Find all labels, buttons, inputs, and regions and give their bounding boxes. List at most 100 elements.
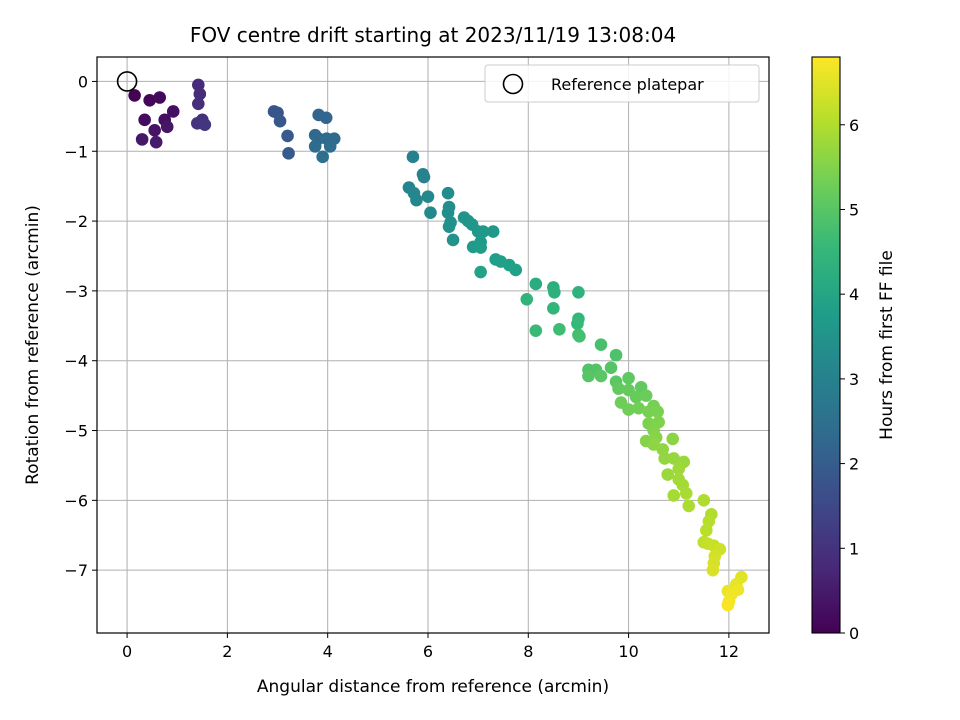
data-point: [548, 285, 561, 299]
data-point: [622, 371, 635, 385]
data-point: [609, 348, 623, 362]
data-point: [476, 225, 490, 238]
y-tick-label: −5: [64, 422, 88, 441]
data-point: [666, 432, 680, 446]
colorbar-ticks: 0 1 2 3 4 5 6: [840, 116, 859, 643]
data-point: [706, 563, 720, 577]
gridlines: [97, 57, 769, 633]
colorbar: 0 1 2 3 4 5 6 Hours from first FF file: [811, 56, 897, 643]
x-tick-label: 10: [618, 642, 638, 661]
data-point: [667, 452, 681, 465]
data-point: [700, 524, 713, 537]
colorbar-tick-label: 1: [849, 539, 859, 558]
y-tick-label: −2: [64, 212, 88, 231]
data-point: [441, 206, 455, 219]
data-point: [612, 382, 625, 395]
data-point: [594, 338, 608, 351]
data-point: [319, 111, 333, 125]
data-point: [474, 265, 487, 279]
data-point: [658, 452, 671, 465]
data-point: [679, 487, 693, 500]
data-point: [143, 93, 156, 107]
data-point: [642, 405, 655, 418]
data-point: [128, 89, 141, 102]
data-point: [149, 135, 163, 149]
x-axis-ticks: 0 2 4 6 8 10 12: [122, 633, 739, 661]
colorbar-tick-label: 5: [849, 200, 859, 219]
data-point: [667, 489, 681, 502]
data-point: [529, 277, 543, 291]
y-axis-ticks: 0 −1 −2 −3 −4 −5 −6 −7: [64, 72, 97, 580]
legend-box: [484, 64, 760, 103]
data-point: [442, 220, 456, 233]
x-tick-label: 4: [323, 642, 333, 661]
data-point: [632, 401, 645, 415]
data-point: [198, 118, 212, 132]
data-point: [308, 140, 322, 153]
y-tick-label: −3: [64, 282, 88, 301]
data-point: [571, 317, 584, 331]
data-point: [135, 133, 149, 146]
data-point: [604, 361, 618, 374]
data-point: [441, 186, 455, 200]
data-point: [138, 113, 151, 127]
data-point: [281, 129, 294, 143]
data-point: [661, 468, 674, 481]
colorbar-frame: [811, 56, 841, 634]
plot-area-frame: [96, 56, 770, 634]
x-tick-label: 12: [719, 642, 739, 661]
data-point: [582, 369, 595, 383]
data-point: [410, 193, 423, 207]
data-point: [639, 389, 653, 402]
data-point: [651, 405, 664, 418]
legend-entry-reference-platepar: Reference platepar: [551, 75, 704, 94]
data-point: [682, 499, 696, 513]
x-tick-label: 6: [423, 642, 433, 661]
data-point: [446, 233, 460, 247]
data-point: [629, 390, 643, 404]
data-point: [520, 292, 534, 306]
colorbar-tick-label: 3: [849, 370, 859, 389]
data-point: [417, 170, 431, 184]
data-point: [424, 206, 437, 219]
y-tick-label: −1: [64, 142, 88, 161]
data-point: [406, 150, 420, 164]
data-point: [529, 324, 543, 337]
data-point: [474, 241, 487, 254]
data-point: [509, 263, 523, 277]
data-point: [553, 322, 566, 336]
data-point: [323, 140, 337, 153]
data-point: [148, 124, 161, 137]
data-point: [721, 598, 735, 612]
y-tick-label: −6: [64, 491, 88, 510]
data-point: [486, 225, 500, 238]
data-point: [273, 114, 287, 128]
legend: Reference platepar: [484, 64, 760, 103]
data-point: [697, 494, 711, 507]
x-tick-label: 0: [122, 642, 132, 661]
colorbar-gradient: [812, 57, 840, 633]
y-tick-label: −7: [64, 561, 88, 580]
data-point: [193, 87, 207, 101]
data-point: [622, 403, 635, 416]
x-tick-label: 2: [222, 642, 232, 661]
data-point: [160, 120, 174, 134]
data-point: [594, 369, 608, 383]
chart-title: FOV centre drift starting at 2023/11/19 …: [190, 23, 676, 47]
y-tick-label: −4: [64, 352, 88, 371]
data-point: [192, 97, 205, 111]
data-point: [282, 147, 295, 160]
reference-platepar-marker: [116, 71, 138, 92]
y-axis-label: Rotation from reference (arcmin): [23, 205, 43, 485]
data-point: [153, 91, 166, 104]
colorbar-tick-label: 4: [849, 285, 859, 304]
colorbar-label: Hours from first FF file: [877, 250, 897, 440]
scatter-points: [128, 78, 748, 612]
data-point: [672, 462, 686, 476]
x-axis-label: Angular distance from reference (arcmin): [257, 677, 609, 697]
data-point: [421, 190, 435, 203]
data-point: [573, 329, 586, 343]
legend-marker-icon: [502, 73, 524, 95]
data-point: [166, 105, 180, 118]
